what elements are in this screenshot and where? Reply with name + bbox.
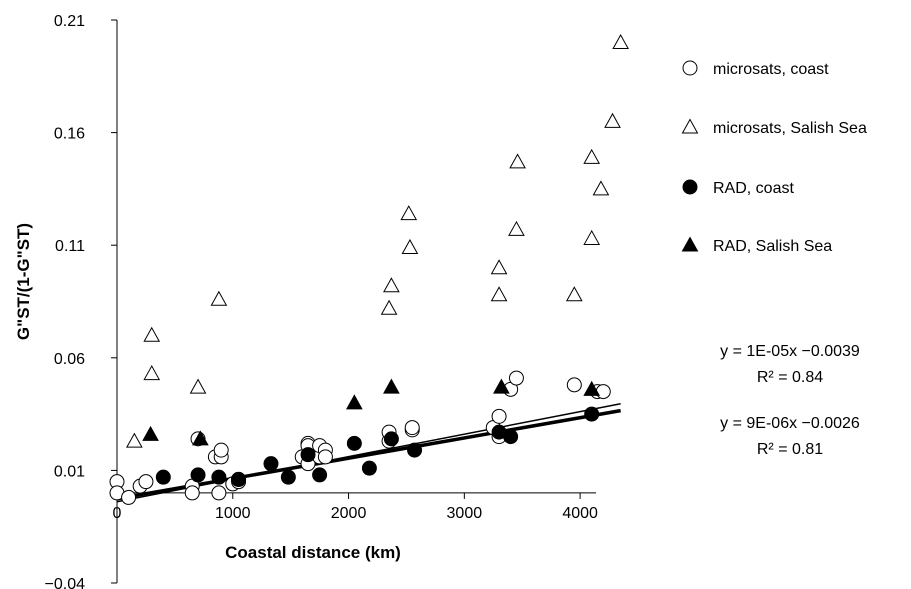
data-point <box>346 435 362 451</box>
data-point <box>383 378 400 394</box>
legend-marker <box>681 236 699 252</box>
regression-annotation: y = 9E-06x −0.0026 R² = 0.81 <box>720 415 860 458</box>
regression-annotations: y = 1E-05x −0.0039 R² = 0.84 y = 9E-06x −0… <box>720 343 860 458</box>
legend-label: RAD, coast <box>713 180 794 197</box>
legend-marker <box>681 118 699 134</box>
series-1 <box>109 370 611 505</box>
data-point <box>231 471 247 487</box>
data-point <box>400 205 418 221</box>
data-point <box>508 220 525 236</box>
data-point <box>143 365 161 381</box>
data-point <box>490 286 508 302</box>
y-tick-label: 0.16 <box>54 126 85 143</box>
regression-equation: y = 1E-05x −0.0039 <box>720 343 860 360</box>
data-point <box>503 429 519 445</box>
data-point <box>121 489 137 505</box>
data-point <box>491 408 507 424</box>
r-squared: R² = 0.84 <box>757 369 823 386</box>
y-tick-label: 0.06 <box>54 351 85 368</box>
y-tick-label: 0.21 <box>54 13 85 30</box>
legend-marker <box>682 60 698 76</box>
y-tick-label: 0.11 <box>55 238 85 255</box>
data-point <box>155 469 171 485</box>
series-3 <box>155 406 600 487</box>
data-point <box>404 420 420 436</box>
legend-item: microsats, Salish Sea <box>681 118 867 137</box>
data-point <box>190 467 206 483</box>
data-point <box>509 153 526 169</box>
data-point <box>401 238 419 254</box>
series-2 <box>126 33 629 448</box>
x-tick-label: 4000 <box>562 505 598 522</box>
y-tick-label: 0.01 <box>54 463 85 480</box>
data-point <box>211 469 227 485</box>
data-point <box>583 229 601 245</box>
data-point <box>312 467 328 483</box>
y-tick-label: −0.04 <box>45 576 86 589</box>
x-tick-label: 0 <box>113 505 122 522</box>
data-point <box>280 469 296 485</box>
data-point <box>508 370 524 386</box>
y-tick-labels: 0.21 0.16 0.11 0.06 0.01 −0.04 <box>45 13 86 589</box>
y-axis-title: G"ST/(1-G"ST) <box>14 223 33 340</box>
data-point <box>583 148 601 164</box>
legend: microsats, coast microsats, Salish Sea RAD… <box>681 60 867 255</box>
data-point <box>300 447 316 463</box>
x-tick-label: 3000 <box>447 505 483 522</box>
data-point <box>317 449 333 465</box>
data-point <box>583 380 601 396</box>
data-point <box>345 394 363 410</box>
data-point <box>383 431 399 447</box>
data-point <box>210 290 228 306</box>
data-point <box>604 112 621 128</box>
x-axis-title: Coastal distance (km) <box>225 543 401 562</box>
data-point <box>565 286 583 302</box>
data-point <box>211 485 227 501</box>
data-point <box>361 460 377 476</box>
legend-item: RAD, Salish Sea <box>681 236 832 255</box>
data-point <box>490 259 508 275</box>
x-tick-labels: 0 1000 2000 3000 4000 <box>113 505 598 522</box>
data-point <box>612 33 629 50</box>
data-point <box>192 430 209 446</box>
data-point <box>566 377 582 393</box>
legend-label: RAD, Salish Sea <box>713 238 832 255</box>
legend-label: microsats, coast <box>713 61 829 78</box>
regression-equation: y = 9E-06x −0.0026 <box>720 415 860 432</box>
data-point <box>380 299 398 315</box>
data-points <box>109 33 629 505</box>
data-point <box>213 442 229 458</box>
data-point <box>142 425 159 441</box>
series-4 <box>142 378 601 446</box>
data-point <box>126 432 143 448</box>
regression-annotation: y = 1E-05x −0.0039 R² = 0.84 <box>720 343 860 386</box>
legend-item: microsats, coast <box>682 60 829 78</box>
data-point <box>383 277 400 293</box>
trendlines <box>116 403 621 503</box>
data-point <box>493 378 510 394</box>
legend-marker <box>682 179 698 195</box>
x-tick-label: 1000 <box>215 505 251 522</box>
data-point <box>138 474 154 490</box>
axes <box>111 19 596 584</box>
data-point <box>189 378 207 394</box>
data-point <box>592 180 610 196</box>
data-point <box>143 326 161 342</box>
data-point <box>184 485 200 501</box>
data-point <box>263 456 279 472</box>
data-point <box>584 406 600 422</box>
data-point <box>595 384 611 400</box>
data-point <box>407 442 423 458</box>
trendline-2 <box>116 408 621 501</box>
legend-item: RAD, coast <box>682 179 794 197</box>
x-tick-label: 2000 <box>331 505 367 522</box>
r-squared: R² = 0.81 <box>757 441 823 458</box>
legend-label: microsats, Salish Sea <box>713 120 867 137</box>
